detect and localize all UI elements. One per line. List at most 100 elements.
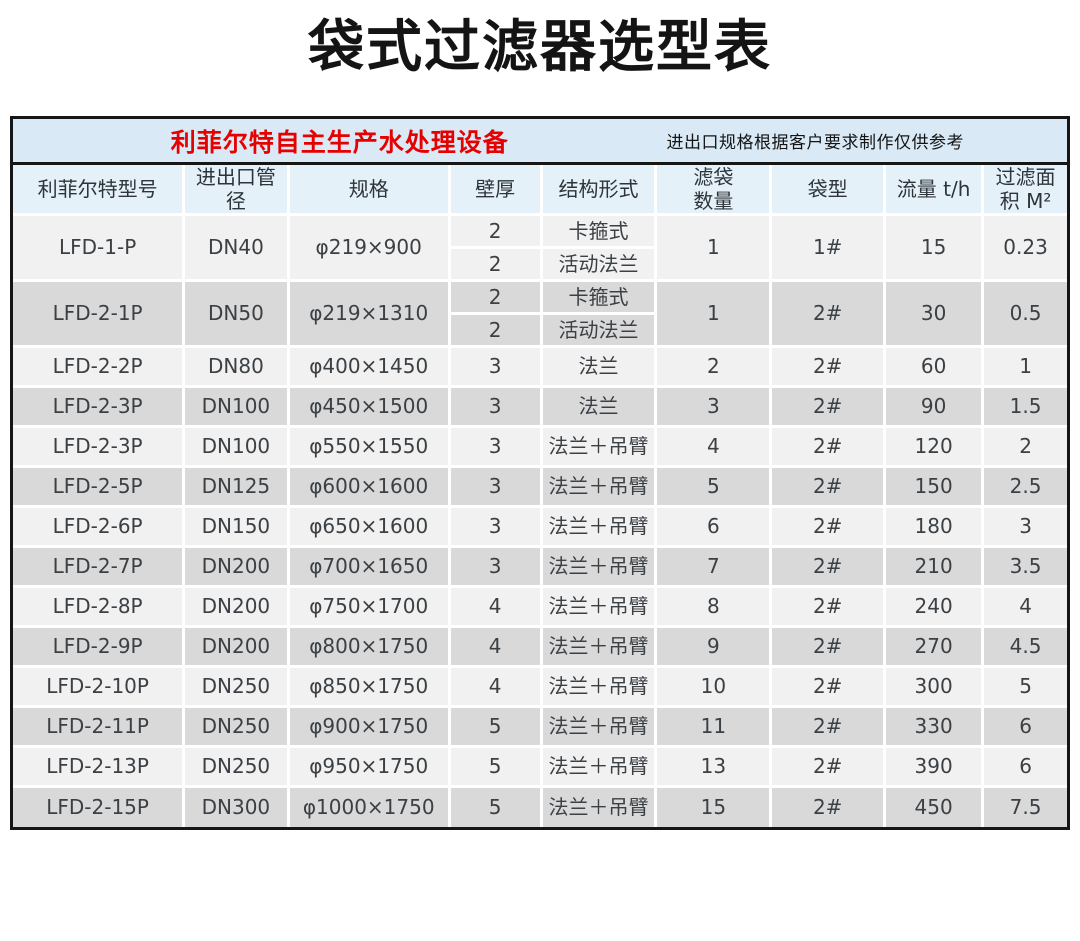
cell-dn: DN250 <box>182 665 290 709</box>
col-header-bags: 滤袋 数量 <box>654 165 773 217</box>
cell-dn: DN80 <box>182 345 290 389</box>
cell-spec: φ450×1500 <box>286 385 451 429</box>
cell-model: LFD-1-P <box>13 213 186 283</box>
cell-bag-type: 2# <box>769 745 887 789</box>
table-row: LFD-2-2P DN80 φ400×1450 3 法兰 2 2# 60 1 <box>13 345 1067 389</box>
cell-flow: 450 <box>883 785 985 827</box>
cell-structure: 法兰 <box>539 345 658 389</box>
cell-spec: φ1000×1750 <box>286 785 451 827</box>
table-row: LFD-2-10P DN250 φ850×1750 4 法兰＋吊臂 10 2# … <box>13 665 1067 709</box>
cell-area: 2.5 <box>981 465 1067 509</box>
cell-structure: 法兰＋吊臂 <box>539 785 658 827</box>
table-row: LFD-2-3P DN100 φ550×1550 3 法兰＋吊臂 4 2# 12… <box>13 425 1067 469</box>
cell-spec: φ600×1600 <box>286 465 451 509</box>
cell-wall: 3 <box>447 385 543 429</box>
cell-area: 7.5 <box>981 785 1067 827</box>
col-header-dn: 进出口管 径 <box>182 165 290 217</box>
cell-bags: 10 <box>654 665 773 709</box>
cell-flow: 270 <box>883 625 985 669</box>
cell-area: 4 <box>981 585 1067 629</box>
cell-model: LFD-2-11P <box>13 705 186 749</box>
cell-spec: φ219×1310 <box>286 279 451 349</box>
table-row: LFD-2-13P DN250 φ950×1750 5 法兰＋吊臂 13 2# … <box>13 745 1067 789</box>
cell-dn: DN40 <box>182 213 290 283</box>
cell-structure: 法兰＋吊臂 <box>539 625 658 669</box>
cell-spec: φ850×1750 <box>286 665 451 709</box>
cell-model: LFD-2-3P <box>13 385 186 429</box>
banner-brand-wrap: 利菲尔特自主生产水处理设备 <box>13 123 666 159</box>
cell-flow: 330 <box>883 705 985 749</box>
col-header-bag-type: 袋型 <box>769 165 887 217</box>
cell-wall: 2 <box>447 213 543 250</box>
table-subrow: 2 活动法兰 <box>13 312 1067 349</box>
cell-spec: φ900×1750 <box>286 705 451 749</box>
table-row: LFD-2-11P DN250 φ900×1750 5 法兰＋吊臂 11 2# … <box>13 705 1067 749</box>
cell-wall: 3 <box>447 505 543 549</box>
cell-bags: 8 <box>654 585 773 629</box>
cell-wall: 3 <box>447 465 543 509</box>
cell-wall: 3 <box>447 345 543 389</box>
cell-bags: 13 <box>654 745 773 789</box>
cell-bags: 11 <box>654 705 773 749</box>
cell-model: LFD-2-15P <box>13 785 186 827</box>
cell-structure: 法兰＋吊臂 <box>539 465 658 509</box>
cell-wall: 3 <box>447 425 543 469</box>
cell-structure: 法兰＋吊臂 <box>539 545 658 589</box>
cell-area: 4.5 <box>981 625 1067 669</box>
cell-structure: 法兰＋吊臂 <box>539 745 658 789</box>
cell-area: 6 <box>981 705 1067 749</box>
cell-structure: 法兰＋吊臂 <box>539 705 658 749</box>
cell-dn: DN200 <box>182 545 290 589</box>
cell-wall: 2 <box>447 279 543 316</box>
cell-area: 0.23 <box>981 213 1067 283</box>
table-row: LFD-2-5P DN125 φ600×1600 3 法兰＋吊臂 5 2# 15… <box>13 465 1067 509</box>
table-row: LFD-2-3P DN100 φ450×1500 3 法兰 3 2# 90 1.… <box>13 385 1067 429</box>
cell-model: LFD-2-10P <box>13 665 186 709</box>
banner-note-wrap: 进出口规格根据客户要求制作仅供参考 <box>666 128 1067 153</box>
cell-bags: 1 <box>654 279 773 349</box>
cell-flow: 120 <box>883 425 985 469</box>
cell-bag-type: 2# <box>769 425 887 469</box>
table-row: LFD-2-9P DN200 φ800×1750 4 法兰＋吊臂 9 2# 27… <box>13 625 1067 669</box>
header-row: 利菲尔特型号 进出口管 径 规格 壁厚 结构形式 滤袋 数量 袋型 流量 t/h… <box>13 165 1067 217</box>
cell-wall: 4 <box>447 665 543 709</box>
cell-bag-type: 2# <box>769 585 887 629</box>
cell-flow: 180 <box>883 505 985 549</box>
col-header-model: 利菲尔特型号 <box>13 165 186 217</box>
cell-area: 1 <box>981 345 1067 389</box>
cell-flow: 15 <box>883 213 985 283</box>
cell-flow: 30 <box>883 279 985 349</box>
table-row: LFD-2-6P DN150 φ650×1600 3 法兰＋吊臂 6 2# 18… <box>13 505 1067 549</box>
table-banner: 利菲尔特自主生产水处理设备 进出口规格根据客户要求制作仅供参考 <box>13 119 1067 166</box>
cell-structure: 活动法兰 <box>539 246 656 283</box>
cell-bags: 4 <box>654 425 773 469</box>
cell-bag-type: 2# <box>769 545 887 589</box>
cell-model: LFD-2-7P <box>13 545 186 589</box>
cell-area: 1.5 <box>981 385 1067 429</box>
cell-wall: 4 <box>447 625 543 669</box>
cell-structure: 卡箍式 <box>539 279 658 316</box>
banner-brand-text: 利菲尔特自主生产水处理设备 <box>170 127 509 157</box>
cell-model: LFD-2-2P <box>13 345 186 389</box>
cell-dn: DN200 <box>182 625 290 669</box>
cell-dn: DN250 <box>182 705 290 749</box>
cell-wall: 3 <box>447 545 543 589</box>
cell-area: 3 <box>981 505 1067 549</box>
cell-spec: φ950×1750 <box>286 745 451 789</box>
cell-model: LFD-2-9P <box>13 625 186 669</box>
cell-structure: 法兰 <box>539 385 658 429</box>
cell-wall: 2 <box>449 312 543 349</box>
cell-bag-type: 2# <box>769 505 887 549</box>
col-header-wall: 壁厚 <box>447 165 543 217</box>
cell-structure: 法兰＋吊臂 <box>539 665 658 709</box>
page-title: 袋式过滤器选型表 <box>308 15 772 80</box>
cell-wall: 5 <box>447 785 543 827</box>
table-subrow: 2 活动法兰 <box>13 246 1067 283</box>
cell-dn: DN300 <box>182 785 290 827</box>
cell-structure: 法兰＋吊臂 <box>539 505 658 549</box>
cell-wall: 4 <box>447 585 543 629</box>
table-row: LFD-2-1P DN50 φ219×1310 2 卡箍式 1 2# 30 0.… <box>13 279 1067 349</box>
cell-dn: DN100 <box>182 425 290 469</box>
cell-dn: DN125 <box>182 465 290 509</box>
cell-area: 6 <box>981 745 1067 789</box>
